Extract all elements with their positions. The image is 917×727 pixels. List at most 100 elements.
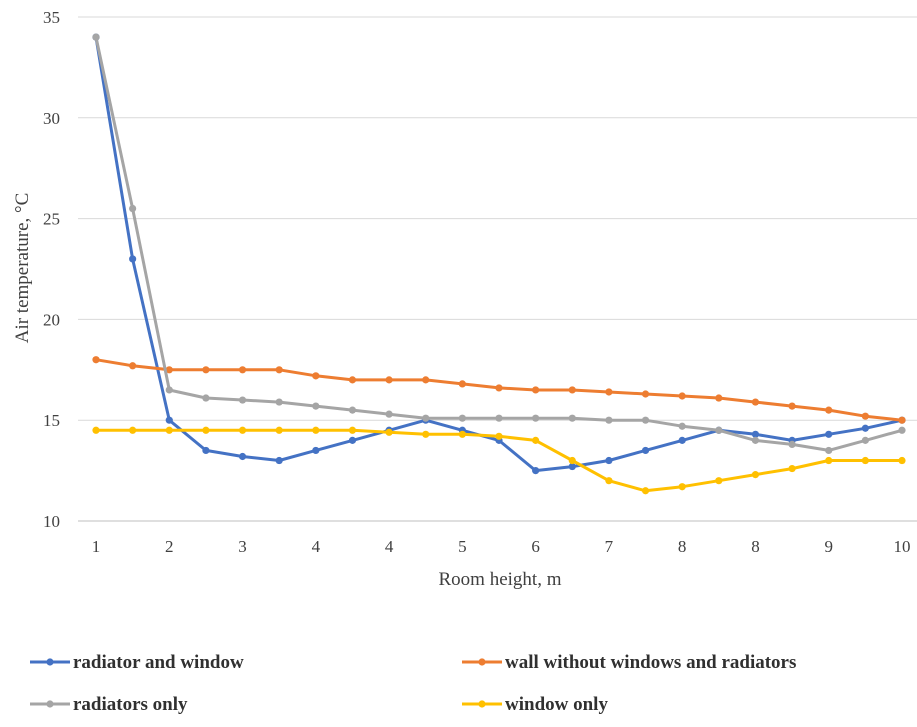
data-point xyxy=(129,426,137,434)
series-lines xyxy=(92,33,906,495)
gridlines xyxy=(78,16,917,421)
data-point xyxy=(202,446,210,455)
data-point xyxy=(751,471,760,479)
data-point xyxy=(678,422,686,430)
legend-marker xyxy=(478,700,486,708)
data-point xyxy=(825,406,833,414)
series-3 xyxy=(92,426,906,495)
data-point xyxy=(458,380,466,388)
data-point xyxy=(458,414,466,422)
data-point xyxy=(568,414,576,422)
data-point xyxy=(898,456,906,465)
data-point xyxy=(238,426,247,434)
data-point xyxy=(788,402,796,410)
y-axis-title: Air temperature, °C xyxy=(12,193,33,344)
legend-label: radiator and window xyxy=(73,652,244,673)
data-point xyxy=(568,456,576,465)
data-point xyxy=(532,436,540,444)
data-point xyxy=(165,366,173,374)
data-point xyxy=(678,483,686,491)
data-point xyxy=(458,430,466,438)
legend-entry: window only xyxy=(462,694,608,715)
data-point xyxy=(751,430,760,438)
data-point xyxy=(312,402,320,410)
x-tick-label: 8 xyxy=(678,537,687,556)
data-point xyxy=(238,366,247,374)
data-point xyxy=(715,426,723,434)
data-point xyxy=(348,376,357,384)
legend-marker xyxy=(46,700,54,708)
x-tick-label: 3 xyxy=(238,537,247,556)
data-point xyxy=(92,426,100,434)
data-point xyxy=(898,416,906,424)
legend-label: radiators only xyxy=(73,694,188,715)
data-point xyxy=(238,452,247,461)
data-point xyxy=(861,436,869,444)
data-point xyxy=(641,487,650,495)
x-tick-label: 8 xyxy=(751,537,760,556)
data-point xyxy=(678,436,686,444)
legend: radiator and window wall without windows … xyxy=(30,652,796,715)
data-point xyxy=(605,416,613,424)
data-point xyxy=(825,446,833,455)
data-point xyxy=(385,428,393,436)
data-point xyxy=(92,33,100,41)
data-point xyxy=(898,426,906,434)
data-point xyxy=(238,396,247,404)
data-point xyxy=(92,356,100,364)
data-point xyxy=(275,398,283,406)
data-point xyxy=(422,430,430,438)
x-tick-label: 6 xyxy=(531,537,540,556)
data-point xyxy=(861,412,869,420)
legend-label: wall without windows and radiators xyxy=(505,652,796,673)
x-tick-label: 7 xyxy=(605,537,614,556)
x-axis-title: Room height, m xyxy=(439,569,562,590)
legend-label: window only xyxy=(505,694,608,715)
data-point xyxy=(495,432,503,440)
data-point xyxy=(422,376,430,384)
data-point xyxy=(825,430,833,438)
data-point xyxy=(715,394,723,402)
legend-entry: wall without windows and radiators xyxy=(462,652,796,673)
legend-entry: radiators only xyxy=(30,694,188,715)
data-point xyxy=(348,436,357,444)
data-point xyxy=(605,477,613,485)
data-point xyxy=(788,464,796,473)
data-point xyxy=(202,426,210,434)
data-point xyxy=(641,416,650,424)
data-point xyxy=(129,204,137,213)
legend-marker xyxy=(478,658,486,666)
data-point xyxy=(422,414,430,422)
legend-marker xyxy=(46,658,54,666)
data-point xyxy=(385,410,393,418)
data-point xyxy=(129,362,137,370)
x-tick-label: 10 xyxy=(894,537,911,556)
data-point xyxy=(825,456,833,465)
y-tick-label: 30 xyxy=(43,109,60,128)
data-point xyxy=(641,390,650,398)
data-point xyxy=(275,426,283,434)
data-point xyxy=(202,394,210,402)
data-point xyxy=(129,255,137,263)
data-point xyxy=(532,386,540,394)
data-point xyxy=(751,398,760,406)
x-tick-label: 4 xyxy=(385,537,394,556)
data-point xyxy=(348,406,357,414)
data-point xyxy=(312,446,320,455)
data-point xyxy=(348,426,357,434)
data-point xyxy=(165,426,173,434)
data-point xyxy=(678,392,686,400)
x-tick-label: 1 xyxy=(92,537,101,556)
y-tick-label: 35 xyxy=(43,8,60,27)
data-point xyxy=(495,414,503,422)
data-point xyxy=(532,414,540,422)
data-point xyxy=(751,436,760,444)
data-point xyxy=(568,462,576,471)
data-point xyxy=(532,467,540,475)
x-tick-label: 5 xyxy=(458,537,467,556)
series-1 xyxy=(92,356,906,424)
y-tick-label: 25 xyxy=(43,210,60,229)
data-point xyxy=(275,366,283,374)
